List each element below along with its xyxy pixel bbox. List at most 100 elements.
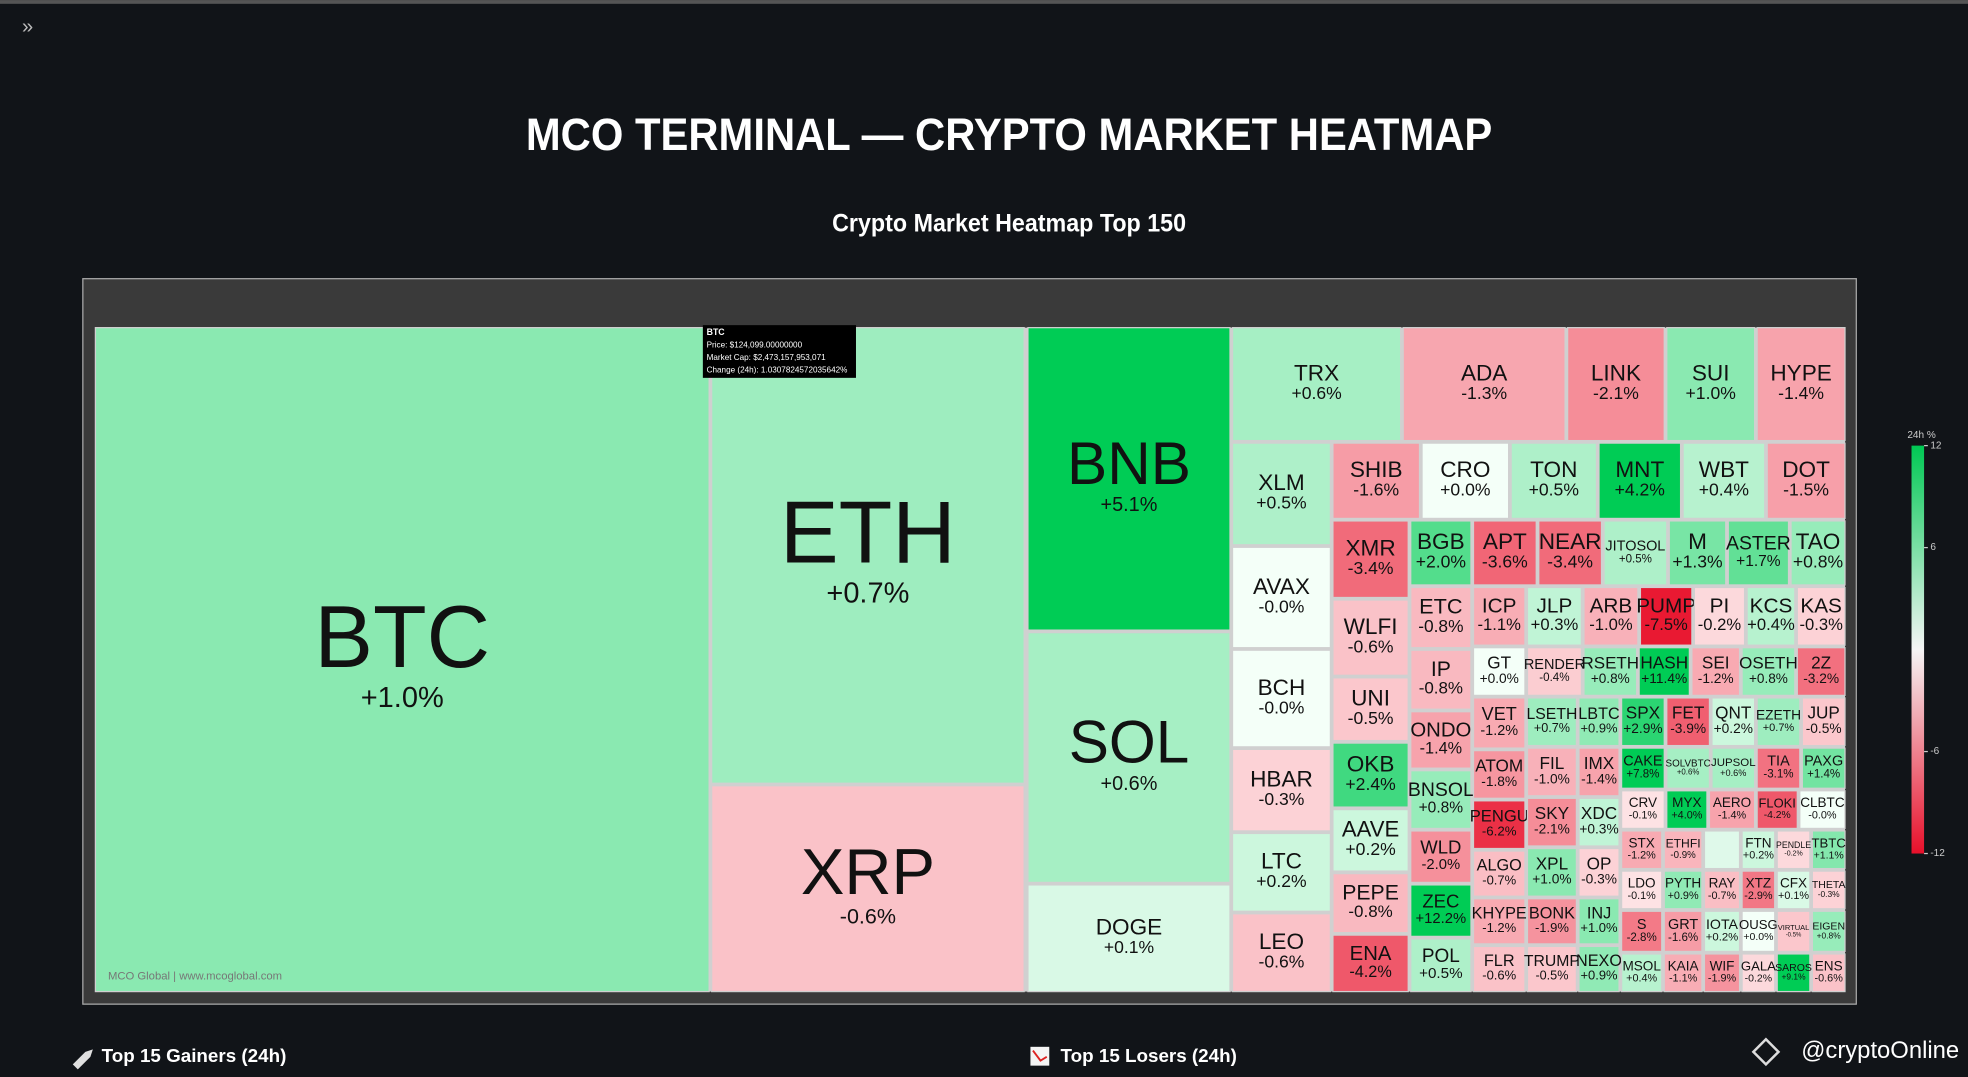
tile[interactable] xyxy=(1231,546,1332,649)
tile[interactable] xyxy=(1776,870,1811,910)
tile[interactable] xyxy=(1666,327,1756,442)
tile[interactable] xyxy=(1410,770,1472,830)
tile[interactable] xyxy=(1708,790,1756,830)
tile[interactable] xyxy=(1796,586,1846,646)
tile[interactable] xyxy=(1703,953,1741,993)
tile[interactable] xyxy=(1598,442,1682,520)
tile[interactable] xyxy=(1526,847,1578,897)
tile[interactable] xyxy=(1727,520,1790,586)
tile[interactable] xyxy=(1526,898,1578,945)
tile[interactable] xyxy=(1231,327,1402,442)
tile[interactable] xyxy=(1472,520,1537,586)
tile[interactable] xyxy=(1741,910,1776,953)
tile[interactable] xyxy=(1231,442,1332,546)
tile[interactable] xyxy=(1410,711,1472,769)
tile[interactable] xyxy=(1776,953,1811,993)
tile[interactable] xyxy=(1811,830,1846,870)
tile[interactable] xyxy=(1472,800,1526,850)
tile[interactable] xyxy=(1472,647,1526,697)
tile[interactable] xyxy=(1746,586,1796,646)
tile[interactable] xyxy=(1410,938,1472,993)
tile[interactable] xyxy=(1620,697,1665,747)
tile[interactable] xyxy=(1332,520,1409,599)
tile[interactable] xyxy=(1578,797,1620,847)
tile[interactable] xyxy=(1472,945,1526,993)
tile[interactable] xyxy=(1583,586,1639,646)
tile[interactable] xyxy=(1682,442,1766,520)
tile[interactable] xyxy=(1620,747,1665,789)
tile[interactable] xyxy=(1578,898,1620,945)
tile[interactable] xyxy=(1578,697,1620,747)
tile[interactable] xyxy=(1231,832,1332,912)
tile[interactable] xyxy=(1811,870,1846,910)
tile[interactable] xyxy=(94,327,710,993)
tile[interactable] xyxy=(1332,808,1409,872)
tile[interactable] xyxy=(1666,790,1708,830)
tile[interactable] xyxy=(1583,647,1638,697)
tile[interactable] xyxy=(1741,647,1796,697)
tile[interactable] xyxy=(1526,647,1583,697)
tile[interactable] xyxy=(1756,327,1846,442)
tile[interactable] xyxy=(1756,697,1801,747)
tile[interactable] xyxy=(1711,697,1756,747)
tile[interactable] xyxy=(1663,870,1703,910)
tile[interactable] xyxy=(1666,747,1711,789)
tile[interactable] xyxy=(1526,945,1578,993)
tile[interactable] xyxy=(1790,520,1846,586)
tile[interactable] xyxy=(1526,747,1578,797)
tile[interactable] xyxy=(1472,697,1526,749)
tile[interactable] xyxy=(1231,649,1332,748)
tile[interactable] xyxy=(1526,586,1583,646)
tile[interactable] xyxy=(1526,697,1578,747)
tile[interactable] xyxy=(1663,910,1703,953)
tile[interactable] xyxy=(1410,586,1472,649)
tile[interactable] xyxy=(1027,327,1231,631)
tile[interactable] xyxy=(1638,647,1690,697)
tile[interactable] xyxy=(1332,742,1409,808)
tile[interactable] xyxy=(1811,953,1846,993)
tile[interactable] xyxy=(1711,747,1756,789)
tile[interactable] xyxy=(1756,790,1798,830)
tile[interactable] xyxy=(1703,910,1741,953)
tile[interactable] xyxy=(1639,586,1693,646)
tile[interactable] xyxy=(1620,870,1663,910)
tile[interactable] xyxy=(1231,913,1332,993)
tile[interactable] xyxy=(1741,830,1776,870)
tile[interactable] xyxy=(1766,442,1846,520)
tile[interactable] xyxy=(1620,830,1663,870)
tile[interactable] xyxy=(1668,520,1727,586)
tile[interactable] xyxy=(1796,647,1846,697)
tile[interactable] xyxy=(1801,747,1846,789)
nav-toggle[interactable]: » xyxy=(22,16,33,38)
tile[interactable] xyxy=(1578,747,1620,797)
tile[interactable] xyxy=(1332,599,1409,676)
tile[interactable] xyxy=(1663,830,1703,870)
tile[interactable] xyxy=(1578,945,1620,993)
tile[interactable] xyxy=(1776,910,1811,953)
tile[interactable] xyxy=(1027,884,1231,993)
tile[interactable] xyxy=(1666,697,1711,747)
tile[interactable] xyxy=(1472,898,1526,945)
tile[interactable] xyxy=(1510,442,1598,520)
tile[interactable] xyxy=(1741,953,1776,993)
tile[interactable] xyxy=(1663,953,1703,993)
tile[interactable] xyxy=(1526,797,1578,847)
tile[interactable] xyxy=(1799,790,1846,830)
tile[interactable] xyxy=(1801,697,1846,747)
tile[interactable] xyxy=(1703,870,1741,910)
tile[interactable] xyxy=(1027,632,1231,884)
tile[interactable] xyxy=(1776,830,1811,870)
tile[interactable] xyxy=(1811,910,1846,953)
tile[interactable] xyxy=(1332,442,1421,520)
tile[interactable] xyxy=(1231,748,1332,832)
tile[interactable] xyxy=(1402,327,1566,442)
tile[interactable] xyxy=(1472,749,1526,799)
tile[interactable] xyxy=(1472,850,1526,897)
tile[interactable] xyxy=(1332,934,1409,993)
tile[interactable] xyxy=(1620,910,1663,953)
tile[interactable] xyxy=(1410,884,1472,937)
tile[interactable] xyxy=(1620,790,1665,830)
tile[interactable] xyxy=(1578,847,1620,897)
tile[interactable] xyxy=(1410,649,1472,710)
tile[interactable] xyxy=(1332,872,1409,934)
